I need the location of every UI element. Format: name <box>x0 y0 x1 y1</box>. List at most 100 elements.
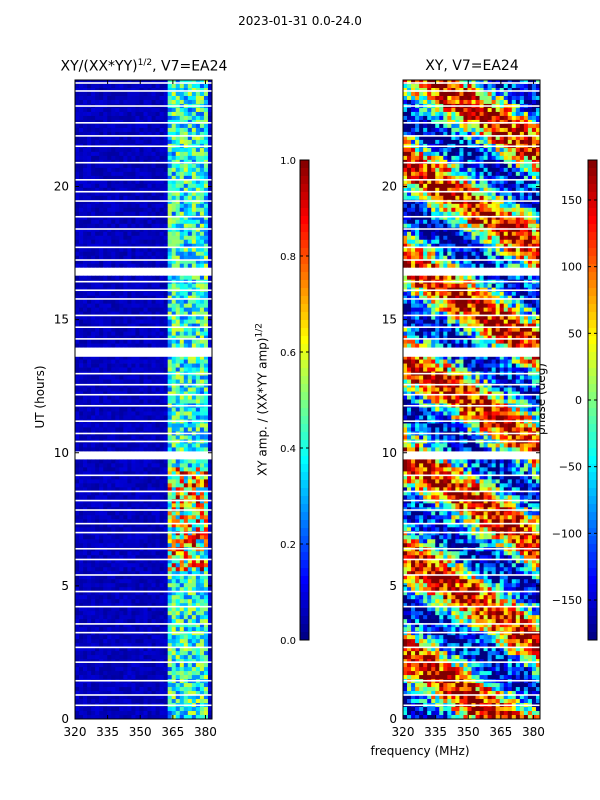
heatmap-cell <box>99 539 104 544</box>
heatmap-cell <box>91 607 96 612</box>
heatmap-cell <box>199 655 205 660</box>
heatmap-cell <box>203 627 209 632</box>
heatmap-cell <box>183 443 189 448</box>
heatmap-cell <box>115 563 120 568</box>
heatmap-cell <box>95 655 100 660</box>
heatmap-cell <box>135 283 140 289</box>
heatmap-cell <box>87 95 92 101</box>
heatmap-cell <box>207 291 213 297</box>
heatmap-cell <box>179 327 185 332</box>
heatmap-cell <box>115 543 120 548</box>
heatmap-cell <box>79 283 84 289</box>
heatmap-cell <box>187 395 193 400</box>
heatmap-cell <box>79 215 84 221</box>
heatmap-cell <box>103 311 108 317</box>
heatmap-cell <box>143 239 148 245</box>
heatmap-cell <box>135 139 140 145</box>
heatmap-cell <box>111 291 116 297</box>
heatmap-cell <box>103 275 108 281</box>
heatmap-cell <box>91 83 96 89</box>
heatmap-cell <box>131 99 136 105</box>
heatmap-cell <box>191 175 197 181</box>
heatmap-cell <box>207 115 213 121</box>
heatmap-cell <box>183 619 189 624</box>
heatmap-cell <box>191 291 197 297</box>
heatmap-cell <box>83 251 88 257</box>
heatmap-cell <box>183 479 189 484</box>
heatmap-cell <box>159 399 165 404</box>
heatmap-cell <box>187 563 193 568</box>
heatmap-cell <box>159 139 165 145</box>
heatmap-cell <box>143 223 148 229</box>
heatmap-cell <box>143 347 148 352</box>
heatmap-cell <box>111 607 116 612</box>
heatmap-cell <box>159 583 165 588</box>
heatmap-cell <box>75 167 80 173</box>
heatmap-cell <box>115 275 120 281</box>
heatmap-cell <box>163 151 169 157</box>
heatmap-cell <box>163 487 169 492</box>
heatmap-cell <box>115 511 120 516</box>
heatmap-cell <box>171 483 177 488</box>
heatmap-cell <box>151 531 156 536</box>
heatmap-cell <box>127 139 132 145</box>
heatmap-cell <box>203 411 209 416</box>
heatmap-cell <box>199 239 205 245</box>
heatmap-cell <box>155 571 161 576</box>
heatmap-cell <box>99 567 104 572</box>
heatmap-cell <box>119 235 124 241</box>
heatmap-cell <box>183 595 189 600</box>
heatmap-cell <box>163 227 169 233</box>
heatmap-cell <box>167 347 173 352</box>
heatmap-cell <box>75 435 80 440</box>
heatmap-cell <box>199 323 205 329</box>
heatmap-cell <box>203 475 209 480</box>
heatmap-cell <box>127 527 132 532</box>
heatmap-cell <box>163 435 169 440</box>
heatmap-cell <box>207 363 213 368</box>
heatmap-cell <box>183 135 189 141</box>
heatmap-cell <box>83 503 88 508</box>
heatmap-cell <box>171 91 177 97</box>
heatmap-cell <box>119 359 124 364</box>
heatmap-cell <box>179 107 185 113</box>
heatmap-cell <box>99 463 104 468</box>
heatmap-cell <box>91 647 96 652</box>
heatmap-cell <box>143 407 148 412</box>
heatmap-cell <box>175 175 181 181</box>
heatmap-cell <box>87 483 92 488</box>
heatmap-cell <box>163 163 169 169</box>
heatmap-cell <box>187 155 193 161</box>
heatmap-cell <box>127 387 132 392</box>
heatmap-cell <box>199 567 205 572</box>
heatmap-cell <box>87 447 92 452</box>
heatmap-cell <box>131 627 136 632</box>
heatmap-cell <box>99 655 104 660</box>
heatmap-cell <box>163 107 169 113</box>
heatmap-cell <box>79 207 84 213</box>
heatmap-cell <box>203 275 209 281</box>
heatmap-cell <box>103 187 108 193</box>
heatmap-cell <box>187 571 193 576</box>
heatmap-cell <box>195 451 201 456</box>
heatmap-cell <box>135 327 140 332</box>
heatmap-cell <box>183 467 189 472</box>
heatmap-cell <box>99 335 104 340</box>
heatmap-cell <box>199 639 205 644</box>
heatmap-cell <box>175 483 181 488</box>
heatmap-cell <box>171 627 177 632</box>
heatmap-cell <box>75 479 80 484</box>
heatmap-cell <box>123 607 128 612</box>
heatmap-cell <box>151 227 156 233</box>
heatmap-cell <box>111 239 116 245</box>
heatmap-cell <box>123 391 128 396</box>
heatmap-cell <box>163 551 169 556</box>
heatmap-cell <box>139 131 144 137</box>
heatmap-cell <box>83 443 88 448</box>
heatmap-cell <box>195 467 201 472</box>
heatmap-cell <box>143 511 148 516</box>
heatmap-cell <box>139 475 144 480</box>
heatmap-cell <box>143 291 148 297</box>
heatmap-cell <box>187 363 193 368</box>
heatmap-cell <box>191 311 197 317</box>
